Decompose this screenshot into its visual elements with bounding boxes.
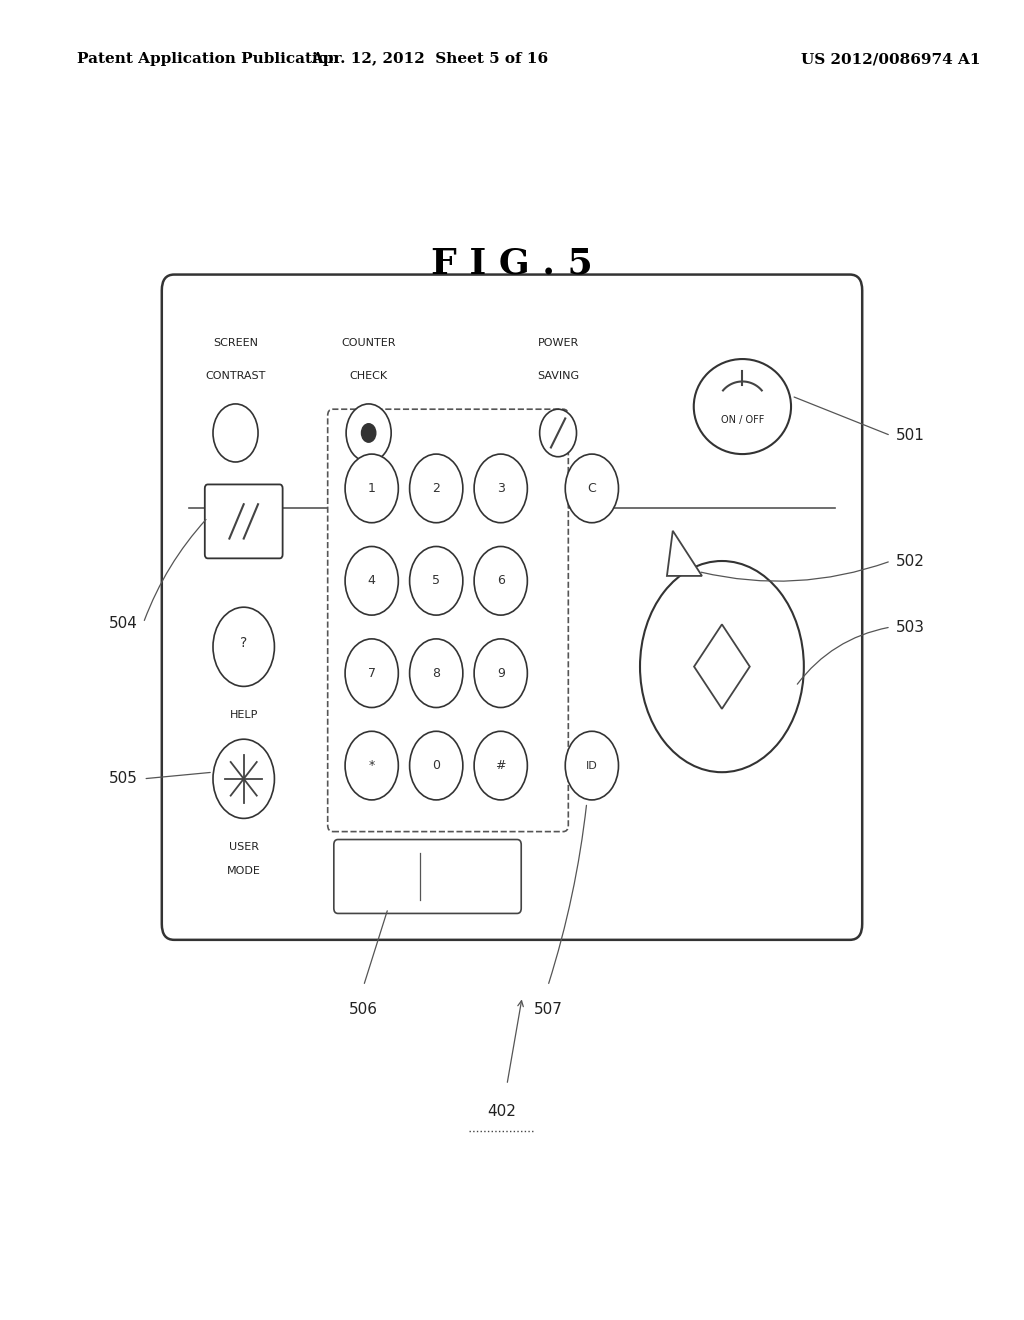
Circle shape (345, 454, 398, 523)
Circle shape (410, 454, 463, 523)
Text: #: # (496, 759, 506, 772)
Text: HELP: HELP (229, 710, 258, 721)
Circle shape (361, 424, 376, 442)
Text: 502: 502 (896, 553, 925, 569)
Text: 503: 503 (896, 619, 925, 635)
Text: SAVING: SAVING (537, 371, 580, 381)
Circle shape (410, 639, 463, 708)
Ellipse shape (694, 359, 792, 454)
Text: 4: 4 (368, 574, 376, 587)
Text: 8: 8 (432, 667, 440, 680)
Polygon shape (667, 531, 702, 576)
Text: 0: 0 (432, 759, 440, 772)
Text: Patent Application Publication: Patent Application Publication (77, 53, 339, 66)
FancyBboxPatch shape (162, 275, 862, 940)
Circle shape (345, 639, 398, 708)
Text: CONTRAST: CONTRAST (206, 371, 265, 381)
Text: 505: 505 (110, 771, 138, 787)
Text: POWER: POWER (538, 338, 579, 348)
Text: Apr. 12, 2012  Sheet 5 of 16: Apr. 12, 2012 Sheet 5 of 16 (311, 53, 549, 66)
Circle shape (565, 731, 618, 800)
Circle shape (213, 404, 258, 462)
FancyBboxPatch shape (205, 484, 283, 558)
Circle shape (540, 409, 577, 457)
Circle shape (213, 607, 274, 686)
Text: 6: 6 (497, 574, 505, 587)
Text: F I G . 5: F I G . 5 (431, 247, 593, 281)
Text: ID: ID (586, 760, 598, 771)
Text: 1: 1 (368, 482, 376, 495)
Text: 2: 2 (432, 482, 440, 495)
Circle shape (474, 454, 527, 523)
Text: 501: 501 (896, 428, 925, 444)
Text: 504: 504 (110, 615, 138, 631)
Text: 506: 506 (349, 1002, 378, 1018)
Text: 9: 9 (497, 667, 505, 680)
Circle shape (410, 731, 463, 800)
Text: ON / OFF: ON / OFF (721, 414, 764, 425)
Circle shape (410, 546, 463, 615)
Text: CHECK: CHECK (349, 371, 388, 381)
Text: MODE: MODE (226, 866, 261, 876)
FancyBboxPatch shape (334, 840, 521, 913)
Text: ?: ? (240, 636, 248, 649)
Circle shape (213, 739, 274, 818)
FancyBboxPatch shape (328, 409, 568, 832)
Circle shape (346, 404, 391, 462)
Text: US 2012/0086974 A1: US 2012/0086974 A1 (801, 53, 981, 66)
Circle shape (345, 731, 398, 800)
Text: C: C (588, 482, 596, 495)
Text: 507: 507 (534, 1002, 562, 1018)
Text: 5: 5 (432, 574, 440, 587)
Circle shape (474, 731, 527, 800)
Text: COUNTER: COUNTER (341, 338, 396, 348)
Circle shape (565, 454, 618, 523)
Text: SCREEN: SCREEN (213, 338, 258, 348)
Circle shape (345, 546, 398, 615)
Polygon shape (694, 624, 750, 709)
Text: *: * (369, 759, 375, 772)
Text: 402: 402 (487, 1104, 516, 1119)
Circle shape (640, 561, 804, 772)
Circle shape (474, 639, 527, 708)
Text: 3: 3 (497, 482, 505, 495)
Text: 7: 7 (368, 667, 376, 680)
Text: USER: USER (228, 842, 259, 853)
Circle shape (474, 546, 527, 615)
